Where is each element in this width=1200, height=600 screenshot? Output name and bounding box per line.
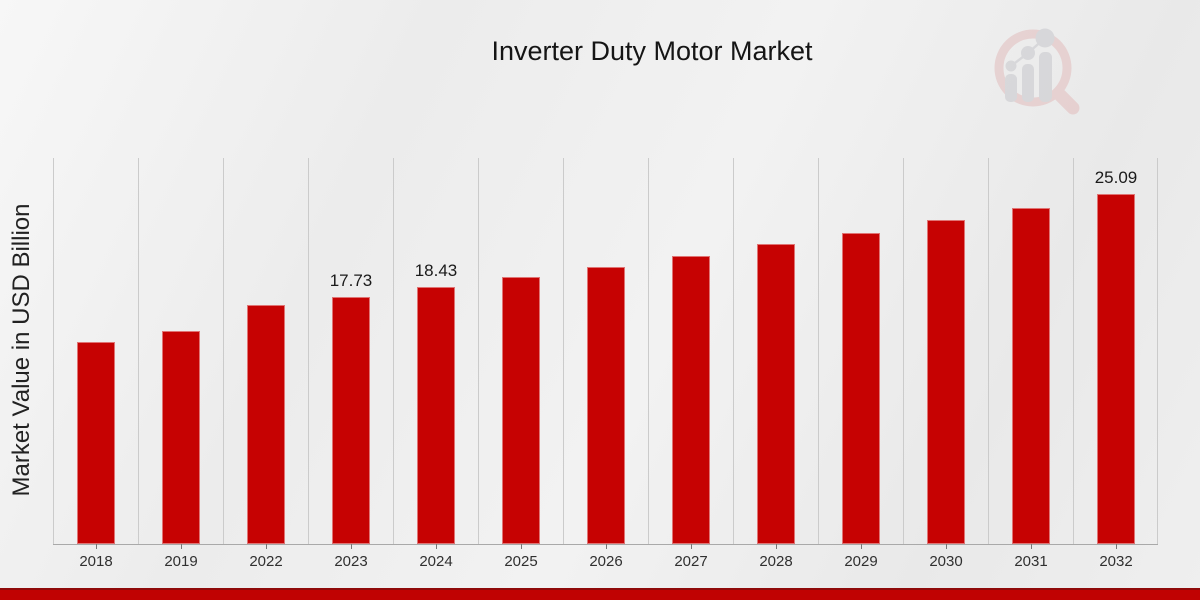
x-axis-tick bbox=[1116, 544, 1117, 549]
x-tick-label-2026: 2026 bbox=[589, 553, 623, 570]
bar-2023 bbox=[332, 297, 370, 544]
gridline bbox=[1157, 158, 1158, 544]
y-axis-label: Market Value in USD Billion bbox=[8, 203, 35, 497]
x-tick-label-2018: 2018 bbox=[79, 553, 113, 570]
x-axis-tick bbox=[946, 544, 947, 549]
x-tick-label-2029: 2029 bbox=[844, 553, 878, 570]
x-axis-tick bbox=[436, 544, 437, 549]
magnifier-bar-chart-logo-icon bbox=[994, 28, 1080, 115]
x-axis-tick bbox=[521, 544, 522, 549]
x-tick-label-2019: 2019 bbox=[164, 553, 198, 570]
x-axis-tick bbox=[861, 544, 862, 549]
bar-2029 bbox=[842, 233, 880, 544]
x-tick-label-2032: 2032 bbox=[1099, 553, 1133, 570]
x-axis-tick bbox=[96, 544, 97, 549]
gridline bbox=[988, 158, 989, 544]
gridline bbox=[903, 158, 904, 544]
x-axis-tick bbox=[351, 544, 352, 549]
chart-title: Inverter Duty Motor Market bbox=[491, 36, 813, 66]
x-tick-label-2028: 2028 bbox=[759, 553, 793, 570]
gridline bbox=[53, 158, 54, 544]
footer-red-band bbox=[0, 588, 1200, 600]
gridline bbox=[818, 158, 819, 544]
x-tick-label-2023: 2023 bbox=[334, 553, 368, 570]
bar-value-label-2032: 25.09 bbox=[1094, 168, 1138, 187]
gridline bbox=[648, 158, 649, 544]
gridline bbox=[1073, 158, 1074, 544]
bar-2019 bbox=[162, 331, 200, 544]
x-axis-tick bbox=[266, 544, 267, 549]
x-tick-label-2024: 2024 bbox=[419, 553, 453, 570]
bar-2022 bbox=[247, 305, 285, 544]
gridline bbox=[223, 158, 224, 544]
bar-2032 bbox=[1097, 194, 1135, 544]
x-tick-label-2022: 2022 bbox=[249, 553, 283, 570]
bar-2031 bbox=[1012, 208, 1050, 544]
gridline bbox=[563, 158, 564, 544]
bar-2025 bbox=[502, 277, 540, 544]
x-axis-tick bbox=[181, 544, 182, 549]
bar-2027 bbox=[672, 256, 710, 544]
gridline bbox=[393, 158, 394, 544]
bar-2024 bbox=[417, 287, 455, 544]
bar-chart-plot-area: 2018 2019 2022 2023 17.73 2024 18.43 2025 2026 20… bbox=[53, 158, 1158, 570]
x-axis-tick bbox=[776, 544, 777, 549]
bar-value-label-2023: 17.73 bbox=[329, 271, 373, 290]
bar-2028 bbox=[757, 244, 795, 544]
x-tick-label-2027: 2027 bbox=[674, 553, 708, 570]
gridline bbox=[308, 158, 309, 544]
x-axis-tick bbox=[606, 544, 607, 549]
bar-2018 bbox=[77, 342, 115, 544]
bar-value-label-2024: 18.43 bbox=[414, 261, 458, 280]
bar-2026 bbox=[587, 267, 625, 544]
bar-2030 bbox=[927, 220, 965, 544]
gridline bbox=[478, 158, 479, 544]
gridline bbox=[138, 158, 139, 544]
x-axis-tick bbox=[691, 544, 692, 549]
x-axis-tick bbox=[1031, 544, 1032, 549]
x-tick-label-2030: 2030 bbox=[929, 553, 963, 570]
gridline bbox=[733, 158, 734, 544]
x-tick-label-2031: 2031 bbox=[1014, 553, 1048, 570]
x-tick-label-2025: 2025 bbox=[504, 553, 538, 570]
